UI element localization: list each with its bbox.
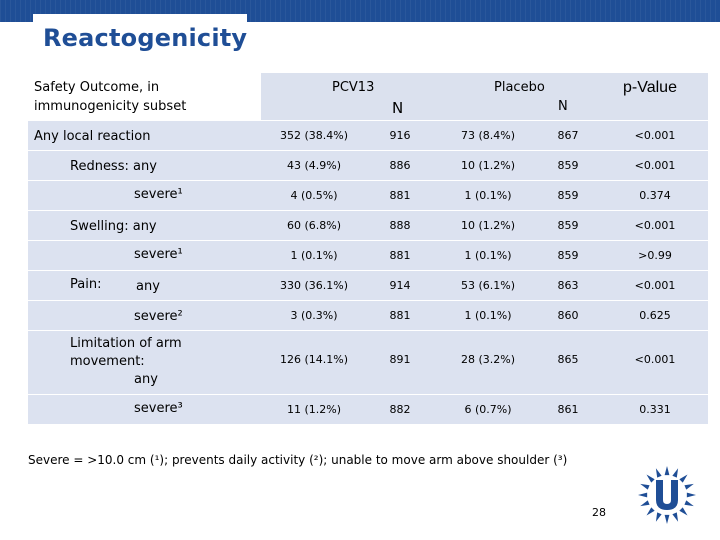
logo-ray xyxy=(679,474,688,483)
row-label: severe¹ xyxy=(134,187,183,202)
utrecht-university-sun-logo-icon xyxy=(638,466,696,524)
p-value: 0.374 xyxy=(639,189,671,202)
pcv13-n: 888 xyxy=(389,219,411,232)
logo-ray xyxy=(640,500,650,507)
header-outcome-line2: immunogenicity subset xyxy=(34,99,187,114)
logo-ray xyxy=(684,500,694,507)
p-value: <0.001 xyxy=(634,219,676,232)
placebo-value: 1 (0.1%) xyxy=(464,189,512,202)
row-label: severe² xyxy=(134,309,183,324)
pcv13-value: 352 (38.4%) xyxy=(279,129,349,142)
logo-ray xyxy=(638,492,648,498)
pcv13-n: 914 xyxy=(389,279,411,292)
title-box: Reactogenicity xyxy=(33,14,247,59)
row-label: Any local reaction xyxy=(34,129,151,144)
pcv13-n: 916 xyxy=(389,129,411,142)
p-value: 0.625 xyxy=(639,309,671,322)
pcv13-n: 886 xyxy=(389,159,411,172)
pcv13-value: 60 (6.8%) xyxy=(286,219,342,232)
table-row: Redness: any 43 (4.9%) 886 10 (1.2%) 859… xyxy=(28,151,708,180)
logo-ray xyxy=(646,507,655,516)
pcv13-n: 882 xyxy=(389,403,411,416)
pcv13-n: 881 xyxy=(389,189,411,202)
row-label-line3: any xyxy=(134,372,158,387)
logo-ray xyxy=(664,514,670,524)
placebo-n: 859 xyxy=(557,249,579,262)
table-row: Swelling: any 60 (6.8%) 888 10 (1.2%) 85… xyxy=(28,211,708,240)
placebo-value: 6 (0.7%) xyxy=(464,403,512,416)
header-placebo: Placebo xyxy=(494,80,545,95)
pcv13-value: 3 (0.3%) xyxy=(290,309,338,322)
table-row: severe¹ 4 (0.5%) 881 1 (0.1%) 859 0.374 xyxy=(28,181,708,210)
pcv13-n: 881 xyxy=(389,249,411,262)
logo-ray xyxy=(655,468,662,478)
logo-ray xyxy=(646,474,655,483)
logo-ray xyxy=(686,492,696,498)
table-row: Any local reaction 352 (38.4%) 916 73 (8… xyxy=(28,121,708,150)
pcv13-value: 330 (36.1%) xyxy=(279,279,349,292)
table-row: severe³ 11 (1.2%) 882 6 (0.7%) 861 0.331 xyxy=(28,395,708,424)
pcv13-n: 881 xyxy=(389,309,411,322)
placebo-n: 859 xyxy=(557,159,579,172)
p-value: >0.99 xyxy=(638,249,672,262)
reactogenicity-table: Safety Outcome, in immunogenicity subset… xyxy=(28,73,708,424)
pcv13-value: 11 (1.2%) xyxy=(286,403,342,416)
logo-ray xyxy=(672,468,679,478)
header-outcome-cell: Safety Outcome, in immunogenicity subset xyxy=(28,73,261,120)
placebo-n: 861 xyxy=(557,403,579,416)
placebo-value: 28 (3.2%) xyxy=(460,353,516,366)
logo-ray xyxy=(672,512,679,522)
logo-ray xyxy=(640,483,650,490)
p-value: <0.001 xyxy=(634,129,676,142)
table-row: Limitation of arm movement: any 126 (14.… xyxy=(28,331,708,394)
slide-title: Reactogenicity xyxy=(43,24,248,52)
row-label: Swelling: any xyxy=(70,219,157,234)
p-value: 0.331 xyxy=(639,403,671,416)
logo-ray xyxy=(679,507,688,516)
row-label-main: Pain: xyxy=(70,277,102,292)
row-label-line1: Limitation of arm xyxy=(70,336,182,351)
row-label: Redness: any xyxy=(70,159,157,174)
p-value: <0.001 xyxy=(634,279,676,292)
placebo-n: 860 xyxy=(557,309,579,322)
row-label: severe³ xyxy=(134,401,183,416)
page-number: 28 xyxy=(592,506,606,519)
placebo-value: 73 (8.4%) xyxy=(460,129,516,142)
footnote: Severe = >10.0 cm (¹); prevents daily ac… xyxy=(28,453,568,467)
logo-ray xyxy=(664,466,670,476)
placebo-value: 53 (6.1%) xyxy=(460,279,516,292)
placebo-n: 859 xyxy=(557,219,579,232)
logo-ray xyxy=(684,483,694,490)
header-n-pcv13: N xyxy=(392,99,404,117)
table-row: Pain: any 330 (36.1%) 914 53 (6.1%) 863 … xyxy=(28,271,708,300)
placebo-n: 865 xyxy=(557,353,579,366)
header-outcome-line1: Safety Outcome, in xyxy=(34,80,160,95)
placebo-value: 10 (1.2%) xyxy=(460,159,516,172)
p-value: <0.001 xyxy=(634,159,676,172)
placebo-value: 1 (0.1%) xyxy=(464,249,512,262)
row-label: any xyxy=(136,279,160,294)
row-label-line2: movement: xyxy=(70,354,145,369)
header-pvalue: p-Value xyxy=(623,79,677,96)
placebo-value: 10 (1.2%) xyxy=(460,219,516,232)
p-value: <0.001 xyxy=(634,353,676,366)
pcv13-n: 891 xyxy=(389,353,411,366)
table-header: Safety Outcome, in immunogenicity subset… xyxy=(28,73,708,120)
pcv13-value: 43 (4.9%) xyxy=(286,159,342,172)
placebo-n: 867 xyxy=(557,129,579,142)
placebo-n: 863 xyxy=(557,279,579,292)
header-pcv13: PCV13 xyxy=(332,80,375,95)
pcv13-value: 4 (0.5%) xyxy=(290,189,338,202)
logo-ray xyxy=(655,512,662,522)
placebo-value: 1 (0.1%) xyxy=(464,309,512,322)
pcv13-value: 126 (14.1%) xyxy=(279,353,349,366)
table-row: severe¹ 1 (0.1%) 881 1 (0.1%) 859 >0.99 xyxy=(28,241,708,270)
row-label: severe¹ xyxy=(134,247,183,262)
header-n-placebo: N xyxy=(558,99,568,114)
pcv13-value: 1 (0.1%) xyxy=(290,249,338,262)
placebo-n: 859 xyxy=(557,189,579,202)
table-row: severe² 3 (0.3%) 881 1 (0.1%) 860 0.625 xyxy=(28,301,708,330)
